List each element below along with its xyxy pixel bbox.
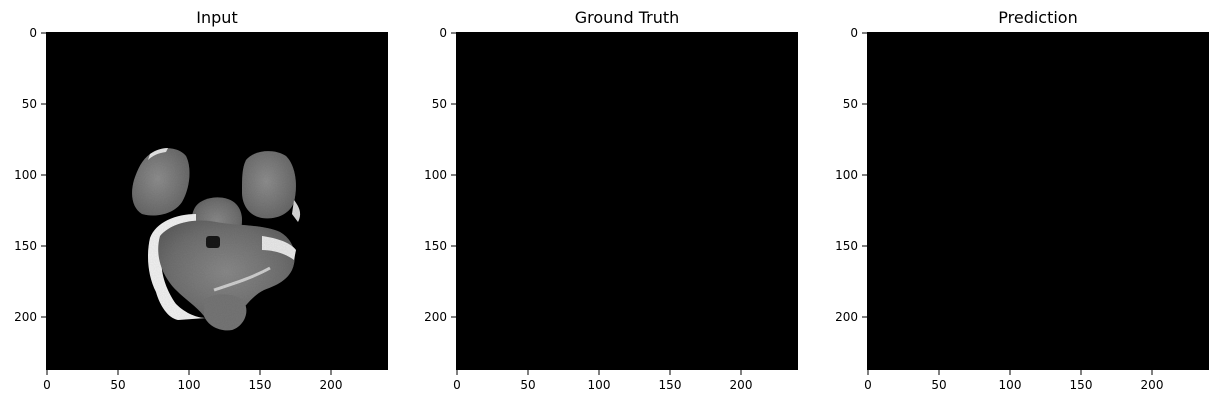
x-tick-label: 0 bbox=[43, 378, 51, 392]
x-tick-label: 150 bbox=[249, 378, 272, 392]
x-tick-label: 50 bbox=[520, 378, 535, 392]
x-axis: 0 50 100 150 200 bbox=[864, 370, 1163, 392]
left-temporal-rim bbox=[148, 148, 168, 160]
y-tick-label: 50 bbox=[22, 97, 37, 111]
x-tick-label: 100 bbox=[999, 378, 1022, 392]
x-tick-label: 150 bbox=[1070, 378, 1093, 392]
y-tick-label: 100 bbox=[424, 168, 447, 182]
image-area bbox=[46, 32, 388, 370]
brain-mri-image bbox=[132, 148, 301, 331]
cerebellum-fold bbox=[213, 266, 271, 292]
fourth-ventricle bbox=[206, 236, 220, 248]
y-tick-label: 150 bbox=[424, 239, 447, 253]
y-tick-label: 0 bbox=[850, 26, 858, 40]
y-tick-label: 50 bbox=[843, 97, 858, 111]
panel-title: Ground Truth bbox=[575, 8, 680, 27]
y-tick-label: 200 bbox=[424, 310, 447, 324]
y-tick-label: 0 bbox=[439, 26, 447, 40]
cerebellum bbox=[158, 220, 295, 324]
right-temporal-lobe bbox=[242, 151, 296, 219]
y-tick-label: 150 bbox=[14, 239, 37, 253]
prediction-mask bbox=[867, 32, 1209, 370]
ground-truth-mask bbox=[456, 32, 798, 370]
x-tick-label: 50 bbox=[931, 378, 946, 392]
x-tick-label: 200 bbox=[1141, 378, 1164, 392]
y-tick-label: 50 bbox=[432, 97, 447, 111]
panel-input: Input bbox=[14, 8, 388, 392]
y-tick-label: 200 bbox=[835, 310, 858, 324]
right-temporal-edge bbox=[292, 200, 301, 222]
y-axis: 0 50 100 150 200 bbox=[424, 26, 456, 324]
panel-prediction: Prediction 0 50 100 150 200 0 50 100 150… bbox=[835, 8, 1209, 392]
panel-title: Prediction bbox=[998, 8, 1077, 27]
x-tick-label: 0 bbox=[453, 378, 461, 392]
inferior-lobule bbox=[204, 294, 247, 331]
y-tick-label: 150 bbox=[835, 239, 858, 253]
x-tick-label: 100 bbox=[178, 378, 201, 392]
panel-title: Input bbox=[196, 8, 237, 27]
panel-ground-truth: Ground Truth 0 50 100 150 200 0 50 100 1… bbox=[424, 8, 798, 392]
y-tick-label: 100 bbox=[14, 168, 37, 182]
y-axis: 0 50 100 150 200 bbox=[14, 26, 46, 324]
x-tick-label: 0 bbox=[864, 378, 872, 392]
y-tick-label: 0 bbox=[29, 26, 37, 40]
x-tick-label: 200 bbox=[320, 378, 343, 392]
x-axis: 0 50 100 150 200 bbox=[43, 370, 342, 392]
y-axis: 0 50 100 150 200 bbox=[835, 26, 867, 324]
x-tick-label: 150 bbox=[659, 378, 682, 392]
x-tick-label: 200 bbox=[730, 378, 753, 392]
x-tick-label: 100 bbox=[588, 378, 611, 392]
x-axis: 0 50 100 150 200 bbox=[453, 370, 752, 392]
x-tick-label: 50 bbox=[110, 378, 125, 392]
y-tick-label: 200 bbox=[14, 310, 37, 324]
y-tick-label: 100 bbox=[835, 168, 858, 182]
cerebellum-highlight bbox=[262, 236, 296, 260]
left-temporal-lobe bbox=[132, 148, 190, 216]
